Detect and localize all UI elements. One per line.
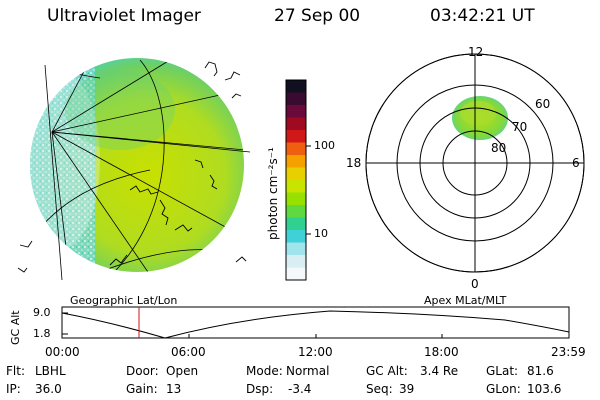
colorbar-band xyxy=(286,105,306,118)
status-dsp-value: -3.4 xyxy=(288,382,312,396)
time-label: 03:42:21 UT xyxy=(430,6,535,26)
status-glon-label: GLon: xyxy=(486,382,521,396)
colorbar-band xyxy=(286,242,306,256)
altitude-plot xyxy=(61,306,570,339)
left-panel-caption: Geographic Lat/Lon xyxy=(70,294,178,307)
colorbar-band xyxy=(286,192,306,206)
altitude-ylabel: GC Alt xyxy=(9,310,22,345)
status-flt-label: Flt: xyxy=(6,364,25,378)
colorbar-band xyxy=(286,92,306,106)
status-mode-value: Normal xyxy=(286,364,330,378)
mlt-label-12: 12 xyxy=(468,45,484,59)
status-gain-value: 13 xyxy=(166,382,182,396)
mlt-label-18: 18 xyxy=(346,156,362,170)
status-ip-value: 36.0 xyxy=(35,382,62,396)
status-gain-label: Gain: xyxy=(126,382,158,396)
colorbar-tick-100: 100 xyxy=(314,139,335,152)
time-tick-2359: 23:59 xyxy=(551,345,586,359)
mlt-label-0: 0 xyxy=(471,277,479,291)
mlat-label-60: 60 xyxy=(535,97,551,111)
status-door-label: Door: xyxy=(126,364,159,378)
colorbar-band xyxy=(286,255,306,268)
altitude-ytick-high: 9.0 xyxy=(33,306,51,319)
mlat-label-80: 80 xyxy=(491,141,507,155)
colorbar-band xyxy=(286,142,306,156)
status-gcalt-label: GC Alt: xyxy=(366,364,408,378)
earth-image xyxy=(17,58,251,281)
colorbar-band xyxy=(286,155,306,168)
status-glat-value: 81.6 xyxy=(527,364,554,378)
time-tick-1800: 18:00 xyxy=(424,345,459,359)
status-seq-value: 39 xyxy=(399,382,415,396)
status-dsp-label: Dsp: xyxy=(246,382,274,396)
colorbar-tick-10: 10 xyxy=(314,227,328,240)
colorbar-band xyxy=(286,205,306,218)
status-seq-label: Seq: xyxy=(366,382,393,396)
colorbar-band xyxy=(286,230,306,243)
mlat-label-70: 70 xyxy=(512,120,528,134)
colorbar-band xyxy=(286,267,306,281)
colorbar-band xyxy=(286,117,306,131)
mlt-label-6: 6 xyxy=(572,156,580,170)
right-panel-caption: Apex MLat/MLT xyxy=(424,294,507,307)
status-door-value: Open xyxy=(166,364,199,378)
status-gcalt-value: 3.4 Re xyxy=(420,364,459,378)
color-scale-bar xyxy=(286,80,306,281)
colorbar-band xyxy=(286,180,306,193)
instrument-title: Ultraviolet Imager xyxy=(47,6,201,26)
date-label: 27 Sep 00 xyxy=(274,6,361,26)
altitude-ytick-low: 1.8 xyxy=(33,327,51,340)
status-flt-value: LBHL xyxy=(35,364,66,378)
time-tick-0600: 06:00 xyxy=(171,345,206,359)
time-tick-0000: 00:00 xyxy=(45,345,80,359)
colorbar-band xyxy=(286,217,306,231)
time-tick-1200: 12:00 xyxy=(298,345,333,359)
colorbar-band xyxy=(286,130,306,143)
colorbar-band xyxy=(286,167,306,181)
status-glon-value: 103.6 xyxy=(527,382,562,396)
status-ip-label: IP: xyxy=(6,382,21,396)
polar-mlt-plot xyxy=(365,53,585,273)
colorbar-band xyxy=(286,80,306,93)
colorbar-unit-label: photon cm⁻²s⁻¹ xyxy=(266,147,280,240)
status-mode-label: Mode: xyxy=(246,364,283,378)
status-glat-label: GLat: xyxy=(486,364,519,378)
